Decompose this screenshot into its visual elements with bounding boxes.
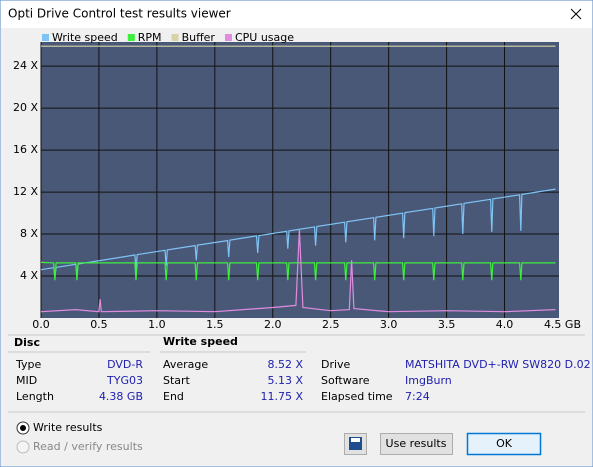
speed-heading: Write speed	[163, 335, 238, 348]
y-tick-label: 20 X	[13, 101, 38, 114]
button-label[interactable]: OK	[496, 437, 513, 450]
button-label[interactable]: Use results	[386, 437, 447, 450]
legend-label: CPU usage	[235, 31, 294, 44]
x-tick-label: 2.0	[264, 318, 282, 331]
x-tick-label: 3.0	[380, 318, 398, 331]
y-tick-label: 4 X	[20, 269, 38, 282]
info-value: TYG03	[106, 374, 143, 387]
info-label: Drive	[321, 358, 351, 371]
info-label: Software	[321, 374, 370, 387]
series-line	[40, 261, 556, 281]
y-tick-label: 16 X	[13, 143, 38, 156]
disc-heading: Disc	[14, 336, 40, 349]
x-tick-label: 4.5 GB	[544, 318, 581, 331]
info-value: 7:24	[405, 390, 430, 403]
info-value: 5.13 X	[267, 374, 303, 387]
info-label: End	[163, 390, 184, 403]
x-tick-label: 1.5	[206, 318, 224, 331]
legend-swatch	[127, 34, 135, 41]
series-line	[40, 229, 556, 313]
title-bar	[1, 1, 592, 28]
legend-swatch	[42, 34, 49, 41]
x-tick-label: 4.0	[496, 318, 514, 331]
legend-swatch	[224, 34, 232, 41]
save-icon	[351, 438, 360, 442]
x-tick-label: 1.0	[148, 318, 166, 331]
x-tick-label: 2.5	[322, 318, 340, 331]
info-value: 8.52 X	[267, 358, 303, 371]
y-tick-label: 12 X	[13, 185, 38, 198]
y-tick-label: 24 X	[13, 59, 38, 72]
info-value: MATSHITA DVD+-RW SW820 D.02	[405, 358, 591, 371]
legend-label: RPM	[138, 31, 162, 44]
ok-button[interactable]	[466, 432, 542, 456]
info-label: Type	[15, 358, 41, 371]
legend-label: Buffer	[182, 31, 216, 44]
radio-label[interactable]: Read / verify results	[33, 440, 143, 453]
info-value: 4.38 GB	[99, 390, 143, 403]
radio-label[interactable]: Write results	[33, 421, 103, 434]
info-label: Length	[16, 390, 54, 403]
info-label: Elapsed time	[321, 390, 393, 403]
radio[interactable]	[16, 440, 30, 454]
x-tick-label: 0.0	[32, 318, 50, 331]
info-label: MID	[16, 374, 37, 387]
window-title: Opti Drive Control test results viewer	[8, 7, 231, 21]
info-value: ImgBurn	[405, 374, 452, 387]
x-tick-label: 0.5	[90, 318, 108, 331]
info-value: 11.75 X	[260, 390, 303, 403]
legend-label: Write speed	[52, 31, 118, 44]
legend-swatch	[171, 34, 179, 41]
x-tick-label: 3.5	[438, 318, 456, 331]
info-label: Start	[163, 374, 191, 387]
info-value: DVD-R	[107, 358, 143, 371]
info-label: Average	[163, 358, 208, 371]
radio-dot	[20, 425, 26, 431]
y-tick-label: 8 X	[20, 227, 38, 240]
close-button[interactable]	[570, 8, 582, 20]
button[interactable]	[380, 433, 453, 455]
series-line	[40, 188, 556, 278]
plot-area	[41, 42, 559, 318]
